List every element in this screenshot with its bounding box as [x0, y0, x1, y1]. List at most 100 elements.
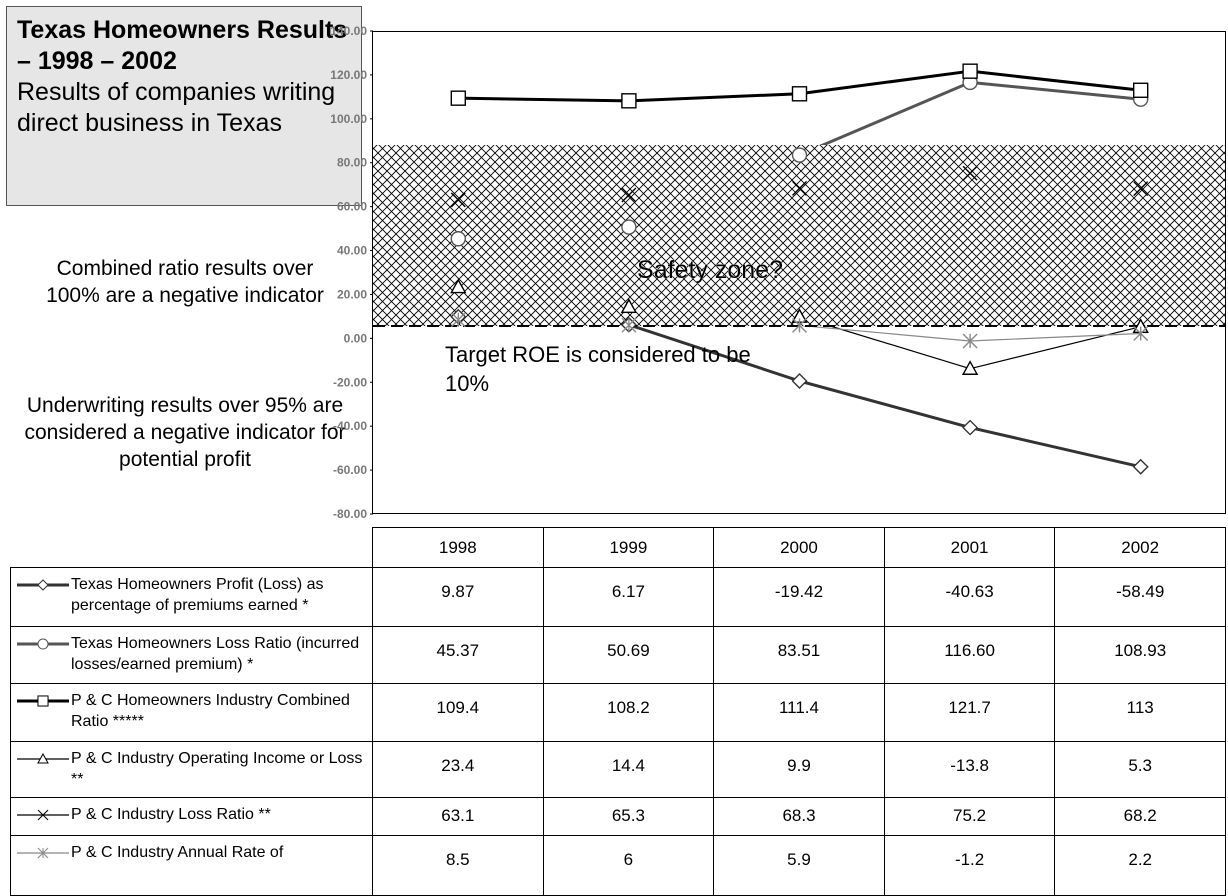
header-cell: 2001: [883, 527, 1056, 568]
legend-swatch: [17, 638, 69, 650]
table-cell: 45.37: [372, 626, 544, 684]
marker: [1132, 82, 1149, 98]
marker: [1132, 458, 1149, 475]
table-cell: 63.1: [372, 797, 544, 836]
markers: [450, 63, 1149, 475]
table-cell: 121.7: [883, 683, 1056, 742]
table-cell: 6.17: [542, 567, 715, 627]
y-tick-label: 120.00: [330, 68, 367, 82]
legend-entry: P & C Homeowners Industry Combined Ratio…: [10, 683, 373, 742]
safety-zone: [373, 145, 1226, 326]
y-tick-label: -40.00: [333, 419, 367, 433]
table-cell: -1.2: [883, 835, 1056, 896]
legend-label: Texas Homeowners Loss Ratio (incurred lo…: [71, 635, 360, 673]
marker: [962, 419, 979, 436]
marker: [791, 147, 808, 163]
note: Combined ratio results over 100% are a n…: [46, 257, 324, 307]
marker: [37, 847, 49, 859]
marker: [37, 695, 49, 707]
legend-entry: P & C Industry Operating Income or Loss …: [10, 741, 373, 798]
table-cell: -13.8: [883, 741, 1056, 798]
marker: [450, 192, 466, 208]
table-cell: 9.87: [372, 567, 544, 627]
table-cell: -19.42: [713, 567, 885, 627]
marker: [450, 90, 466, 106]
chart: Safety zone? Target ROE is considered to…: [330, 24, 1226, 521]
marker: [621, 219, 637, 235]
y-tick-label: 0.00: [344, 331, 368, 345]
legend-swatch: [17, 579, 69, 591]
table-cell: 14.4: [542, 741, 715, 798]
marker: [792, 180, 807, 196]
header-cell: 1998: [372, 527, 544, 568]
marker: [962, 333, 978, 349]
legend-swatch: [17, 809, 69, 821]
marker: [621, 317, 637, 333]
chart-title: Texas Homeowners Results – 1998 – 2002: [17, 16, 348, 75]
marker: [450, 231, 466, 247]
table-cell: 108.93: [1054, 626, 1226, 684]
header-cell: 1999: [542, 527, 715, 568]
marker: [450, 312, 466, 328]
legend-label: P & C Industry Annual Rate of: [71, 844, 284, 861]
marker: [791, 373, 808, 389]
marker: [961, 360, 979, 375]
title-box: Texas Homeowners Results – 1998 – 2002 R…: [6, 6, 362, 206]
table-cell: 8.5: [372, 835, 544, 896]
table-cell: 108.2: [542, 683, 715, 742]
marker: [450, 278, 467, 294]
y-tick-label: 60.00: [337, 200, 367, 214]
y-tick-label: -20.00: [333, 375, 367, 389]
marker: [621, 93, 637, 109]
y-tick-label: 100.00: [330, 112, 367, 126]
legend-entry: P & C Industry Annual Rate of: [10, 835, 373, 896]
legend-swatch: [17, 695, 69, 707]
table-cell: 5.9: [713, 835, 885, 896]
y-tick-label: 40.00: [337, 244, 367, 258]
table-cell: 109.4: [372, 683, 544, 742]
legend-label: P & C Industry Operating Income or Loss …: [71, 750, 363, 788]
table-cell: 68.2: [1054, 797, 1226, 836]
y-tick-label: 20.00: [337, 287, 367, 301]
header-cell: 2002: [1054, 527, 1226, 568]
legend-swatch: [17, 752, 69, 764]
note: Underwriting results over 95% are consid…: [24, 394, 346, 471]
annotation-box: Target ROE is considered to be 10%: [445, 342, 751, 396]
legend-entry: Texas Homeowners Profit (Loss) as percen…: [10, 567, 373, 627]
table-cell: 83.51: [713, 626, 885, 684]
table-cell: -40.63: [883, 567, 1056, 627]
marker: [37, 638, 49, 650]
table-cell: 2.2: [1054, 835, 1226, 896]
marker: [621, 187, 637, 203]
marker: [37, 809, 49, 821]
header-cell: 2000: [713, 527, 885, 568]
y-tick-label: -60.00: [333, 463, 367, 477]
legend-swatch: [17, 847, 69, 859]
marker: [620, 298, 638, 314]
table-cell: 23.4: [372, 741, 544, 798]
table-cell: 68.3: [713, 797, 885, 836]
chart-subtitle: Results of companies writing direct busi…: [17, 78, 336, 137]
marker: [37, 752, 49, 764]
marker: [792, 317, 807, 333]
table-cell: 9.9: [713, 741, 885, 798]
legend-entry: P & C Industry Loss Ratio **: [10, 797, 373, 836]
table-cell: 116.60: [883, 626, 1056, 684]
y-tick-label: 140.00: [330, 24, 367, 38]
legend-label: P & C Homeowners Industry Combined Ratio…: [71, 692, 350, 730]
table-cell: 5.3: [1054, 741, 1226, 798]
marker: [37, 579, 49, 591]
marker: [1133, 181, 1149, 197]
marker: [791, 86, 808, 102]
legend-entry: Texas Homeowners Loss Ratio (incurred lo…: [10, 626, 373, 684]
legend-label: P & C Industry Loss Ratio **: [71, 806, 271, 823]
table-cell: 50.69: [542, 626, 715, 684]
table-cell: 111.4: [713, 683, 885, 742]
table-cell: 65.3: [542, 797, 715, 836]
table-cell: 75.2: [883, 797, 1056, 836]
marker: [962, 63, 978, 79]
y-tick-label: 80.00: [337, 156, 367, 170]
y-tick-label: -80.00: [333, 507, 367, 521]
marker: [1133, 326, 1149, 342]
